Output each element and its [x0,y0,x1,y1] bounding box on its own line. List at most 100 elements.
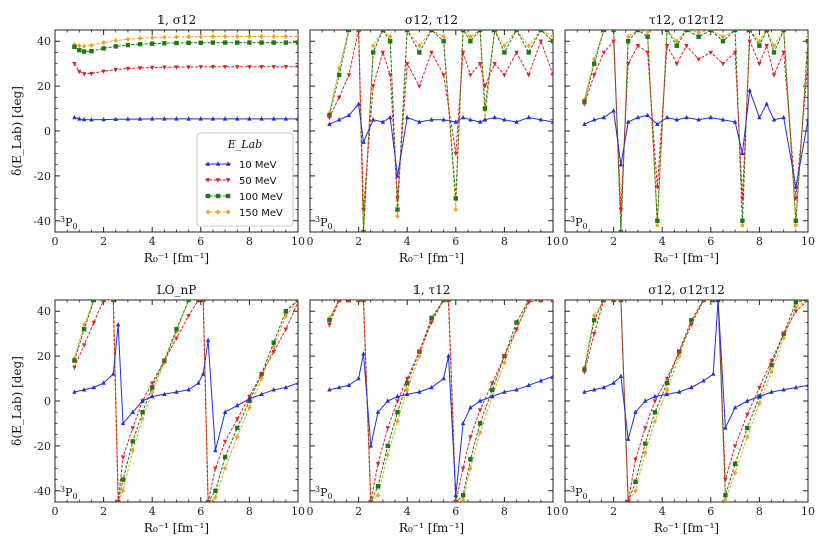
data-point [482,84,488,89]
data-point [723,493,728,498]
data-point [684,30,689,33]
legend-entry-label: 100 MeV [239,192,283,203]
data-point [677,353,682,359]
data-point [635,30,641,33]
data-point [771,50,777,55]
data-point [477,429,483,436]
data-point [757,38,762,44]
data-point [210,65,216,70]
series-line-100-mev [583,30,808,232]
data-point [550,73,553,78]
data-point [526,50,531,55]
data-point [417,119,422,124]
data-point [720,34,726,40]
y-tick-label: 20 [37,350,51,363]
data-point [732,444,738,449]
data-point [696,117,701,122]
series-line-100-mev [74,42,298,53]
data-point [222,439,228,445]
data-point [591,313,597,319]
data-point [222,465,228,471]
data-point [125,116,131,121]
data-point [453,119,458,124]
data-point [633,479,638,484]
channel-label: 3P0 [60,485,78,501]
data-point [477,398,483,403]
data-point [77,69,82,75]
data-point [502,50,507,55]
data-point [327,113,332,118]
data-point [625,436,631,441]
panel-title: τ12, σ12τ12 [649,13,724,27]
data-point [186,387,191,392]
data-point [150,41,155,46]
data-point [368,500,373,502]
series-line-50-mev [73,300,298,502]
data-point [591,73,597,78]
data-point [502,354,507,359]
data-point [150,393,155,399]
data-point [271,349,276,355]
data-point [174,65,179,70]
data-point [259,40,264,45]
data-point [361,207,366,213]
data-point [732,405,738,410]
channel-wave: P [65,216,73,229]
x-tick-label: 10 [801,235,815,248]
data-point [201,300,205,303]
data-point [375,462,381,467]
data-point [601,384,607,390]
data-point [222,40,228,45]
data-point [618,207,624,213]
data-point [757,400,762,406]
x-tick-label: 8 [501,235,508,248]
data-point [492,30,497,33]
data-point [235,425,240,431]
data-point [539,300,543,303]
data-point [664,391,670,396]
panel-title: LO_nP [157,283,197,297]
data-point [747,30,752,33]
data-point [708,114,713,120]
series-line-10-mev [584,90,808,188]
data-point [271,387,276,392]
data-point [514,387,519,392]
data-point [101,39,106,46]
data-point [222,409,228,414]
data-point [477,61,483,67]
x-axis-label: R₀⁻¹ [fm⁻¹] [399,251,464,265]
legend-swatch-marker [215,209,221,215]
data-point [708,50,713,56]
data-point [538,39,544,44]
data-point [601,50,607,56]
data-point [468,435,473,440]
legend-swatch-marker [225,209,231,215]
data-point [689,318,694,323]
legend-entry-label: 50 MeV [239,176,277,187]
data-point [186,300,191,303]
data-point [720,39,726,44]
y-tick-label: -40 [33,485,51,498]
data-point [747,39,752,44]
data-point [740,150,745,156]
data-point [259,65,264,70]
data-point [611,108,616,113]
data-point [514,320,519,325]
data-point [732,30,738,33]
data-point [429,384,434,390]
series-line-50-mev [583,300,808,502]
data-point [271,344,276,350]
data-point [235,434,240,440]
data-point [591,56,597,62]
data-point [633,457,638,463]
x-tick-label: 4 [659,505,666,518]
data-point [502,43,507,49]
data-point [502,117,507,122]
data-point [368,443,373,448]
x-axis-label: R₀⁻¹ [fm⁻¹] [144,521,209,535]
data-point [514,30,519,33]
legend-swatch-marker [205,178,211,183]
data-point [259,116,264,121]
data-point [405,376,410,382]
